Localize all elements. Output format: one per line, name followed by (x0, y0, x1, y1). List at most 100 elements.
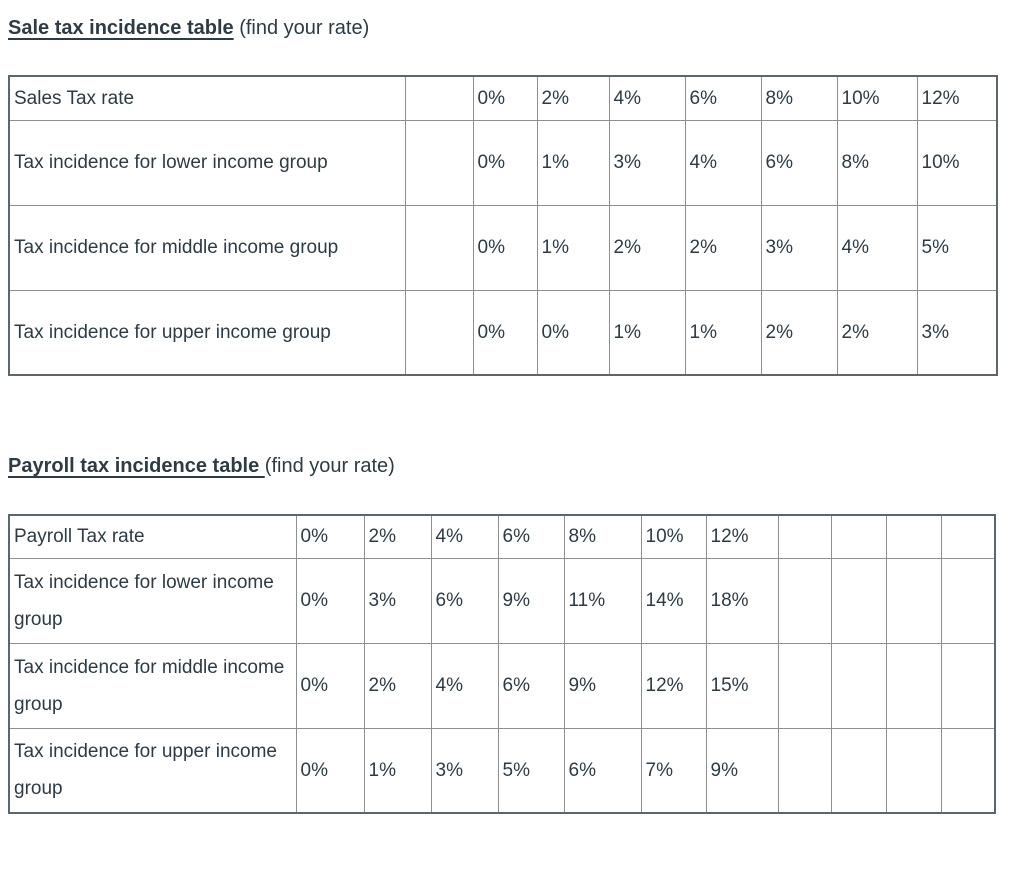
row-label-cell: Tax incidence for middle income group (8, 642, 297, 729)
empty-cell (830, 514, 887, 559)
value-cell: 4% (430, 642, 499, 729)
row-label-cell: Payroll Tax rate (8, 514, 297, 559)
value-cell: 6% (497, 642, 565, 729)
table-row: Tax incidence for lower income group 0% … (8, 119, 998, 206)
value-cell: 1% (536, 119, 610, 206)
value-cell: 6% (684, 75, 762, 121)
row-label-cell: Tax incidence for upper income group (8, 727, 297, 814)
value-cell: 5% (497, 727, 565, 814)
value-cell: 2% (536, 75, 610, 121)
row-label-cell: Tax incidence for lower income group (8, 557, 297, 644)
value-cell: 8% (760, 75, 838, 121)
value-cell: 9% (705, 727, 779, 814)
value-cell: 6% (497, 514, 565, 559)
row-label-cell: Tax incidence for lower income group (8, 119, 406, 206)
value-cell: 3% (363, 557, 432, 644)
empty-cell (404, 289, 474, 376)
value-cell: 14% (640, 557, 707, 644)
empty-cell (777, 727, 832, 814)
payroll-tax-table-title-note: (find your rate) (264, 455, 395, 477)
value-cell: 2% (836, 289, 918, 376)
table-row: Tax incidence for middle income group 0%… (8, 204, 998, 291)
value-cell: 15% (705, 642, 779, 729)
value-cell: 1% (363, 727, 432, 814)
value-cell: 4% (608, 75, 686, 121)
value-cell: 9% (497, 557, 565, 644)
value-cell: 0% (295, 727, 365, 814)
value-cell: 2% (363, 514, 432, 559)
table-row: Tax incidence for upper income group 0% … (8, 289, 998, 376)
value-cell: 6% (760, 119, 838, 206)
value-cell: 2% (760, 289, 838, 376)
value-cell: 3% (608, 119, 686, 206)
empty-cell (404, 204, 474, 291)
value-cell: 7% (640, 727, 707, 814)
empty-cell (777, 642, 832, 729)
empty-cell (885, 514, 942, 559)
value-cell: 2% (684, 204, 762, 291)
value-cell: 1% (608, 289, 686, 376)
value-cell: 12% (916, 75, 998, 121)
value-cell: 0% (472, 75, 538, 121)
value-cell: 18% (705, 557, 779, 644)
value-cell: 3% (430, 727, 499, 814)
value-cell: 8% (836, 119, 918, 206)
empty-cell (940, 642, 996, 729)
payroll-tax-table-title: Payroll tax incidence table (find your r… (8, 452, 1016, 480)
value-cell: 4% (684, 119, 762, 206)
value-cell: 11% (563, 557, 642, 644)
sales-tax-table-title: Sale tax incidence table (find your rate… (8, 14, 1016, 42)
row-label-cell: Tax incidence for middle income group (8, 204, 406, 291)
sales-tax-table-title-note: (find your rate) (233, 17, 370, 39)
empty-cell (404, 119, 474, 206)
value-cell: 10% (916, 119, 998, 206)
empty-cell (830, 557, 887, 644)
empty-cell (777, 514, 832, 559)
empty-cell (777, 557, 832, 644)
payroll-tax-table: Payroll Tax rate 0% 2% 4% 6% 8% 10% 12% … (8, 514, 996, 814)
empty-cell (830, 727, 887, 814)
row-label-cell: Sales Tax rate (8, 75, 406, 121)
value-cell: 3% (760, 204, 838, 291)
value-cell: 9% (563, 642, 642, 729)
payroll-tax-table-title-heading: Payroll tax incidence table (8, 455, 265, 477)
table-row: Sales Tax rate 0% 2% 4% 6% 8% 10% 12% (8, 75, 998, 121)
value-cell: 8% (563, 514, 642, 559)
table-row: Tax incidence for upper income group 0% … (8, 727, 996, 814)
value-cell: 0% (472, 289, 538, 376)
value-cell: 0% (295, 514, 365, 559)
empty-cell (885, 727, 942, 814)
value-cell: 12% (640, 642, 707, 729)
value-cell: 1% (536, 204, 610, 291)
sales-tax-table: Sales Tax rate 0% 2% 4% 6% 8% 10% 12% Ta… (8, 75, 998, 376)
value-cell: 6% (430, 557, 499, 644)
table-row: Tax incidence for middle income group 0%… (8, 642, 996, 729)
value-cell: 0% (472, 119, 538, 206)
table-row: Tax incidence for lower income group 0% … (8, 557, 996, 644)
value-cell: 0% (472, 204, 538, 291)
value-cell: 10% (640, 514, 707, 559)
empty-cell (885, 557, 942, 644)
value-cell: 12% (705, 514, 779, 559)
value-cell: 2% (608, 204, 686, 291)
value-cell: 4% (836, 204, 918, 291)
empty-cell (830, 642, 887, 729)
sales-tax-section: Sale tax incidence table (find your rate… (8, 14, 1016, 376)
empty-cell (940, 514, 996, 559)
table-row: Payroll Tax rate 0% 2% 4% 6% 8% 10% 12% (8, 514, 996, 559)
value-cell: 0% (295, 557, 365, 644)
value-cell: 2% (363, 642, 432, 729)
value-cell: 1% (684, 289, 762, 376)
value-cell: 4% (430, 514, 499, 559)
value-cell: 3% (916, 289, 998, 376)
empty-cell (940, 727, 996, 814)
value-cell: 6% (563, 727, 642, 814)
empty-cell (940, 557, 996, 644)
sales-tax-table-title-heading: Sale tax incidence table (8, 17, 234, 39)
empty-cell (404, 75, 474, 121)
value-cell: 10% (836, 75, 918, 121)
value-cell: 5% (916, 204, 998, 291)
value-cell: 0% (536, 289, 610, 376)
row-label-cell: Tax incidence for upper income group (8, 289, 406, 376)
value-cell: 0% (295, 642, 365, 729)
